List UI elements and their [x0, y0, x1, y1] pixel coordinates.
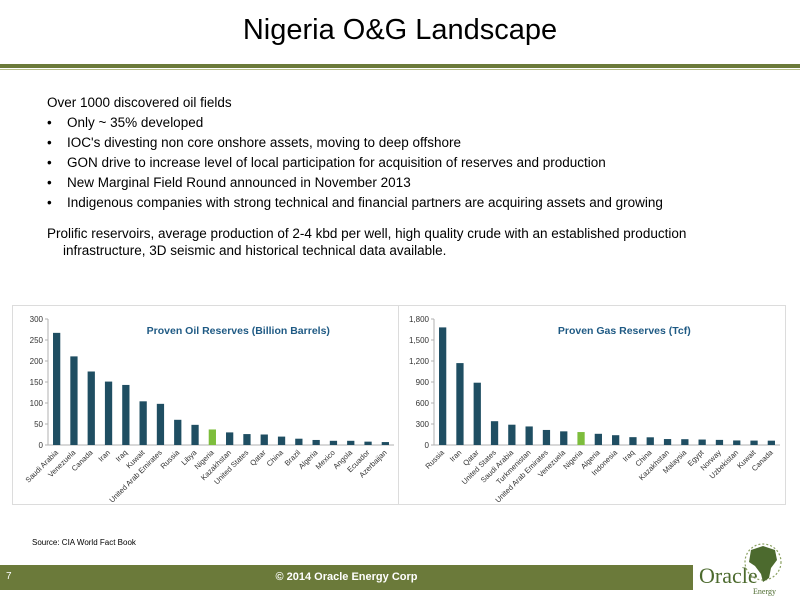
y-tick-label: 1,800	[409, 315, 430, 324]
bar-uzbekistan	[733, 440, 741, 445]
gas-reserves-chart: 0 300 600 900 1,200 1,500 1,800 Proven Gas Rese…	[398, 305, 786, 505]
bar-algeria	[312, 439, 320, 445]
bar-nigeria	[577, 432, 585, 445]
slide-body: Over 1000 discovered oil fields Only ~ 3…	[47, 93, 757, 259]
y-tick-label: 0	[425, 441, 430, 450]
y-tick-label: 250	[30, 336, 44, 345]
bar-norway	[715, 439, 724, 445]
page-number: 7	[6, 571, 12, 582]
bar-qatar	[473, 382, 481, 445]
chart-title: Proven Gas Reserves (Tcf)	[558, 325, 691, 337]
bar-turkmenistan	[525, 426, 533, 445]
summary-line-2: infrastructure, 3D seismic and historica…	[63, 243, 447, 258]
copyright-text: © 2014 Oracle Energy Corp	[275, 571, 418, 583]
y-tick-label: 50	[34, 420, 43, 429]
y-tick-label: 150	[30, 378, 44, 387]
bar-saudi-arabia	[53, 332, 61, 445]
bar-russia	[174, 419, 182, 445]
bar-malaysia	[681, 439, 689, 445]
slide-title: Nigeria O&G Landscape	[242, 14, 558, 46]
oil-reserves-chart: 0 50 100 150 200 250 300 Proven Oil Reserves (B…	[12, 305, 400, 505]
logo-word: Oracle	[699, 563, 758, 588]
y-tick-label: 100	[30, 399, 44, 408]
bar-mexico	[329, 440, 338, 445]
bar-canada	[767, 440, 775, 445]
logo-subword: Energy	[753, 587, 776, 596]
bar-united-arab-emirates	[542, 429, 551, 445]
bar-iraq	[122, 384, 130, 445]
bar-nigeria	[208, 429, 216, 445]
bar-venezuela	[560, 431, 568, 445]
y-tick-label: 600	[416, 399, 430, 408]
bar-angola	[347, 440, 355, 445]
bar-iran	[456, 363, 464, 445]
y-tick-label: 1,200	[409, 357, 430, 366]
title-divider-thin	[0, 69, 800, 70]
bar-venezuela	[70, 356, 78, 445]
bar-kuwait	[139, 401, 147, 445]
bar-ecuador	[364, 441, 372, 445]
footer-bar: 7 © 2014 Oracle Energy Corp	[0, 565, 693, 590]
bullet-item: IOC's divesting non core onshore assets,…	[47, 133, 757, 153]
bar-libya	[191, 424, 199, 445]
bar-china	[277, 436, 286, 445]
bar-brazil	[295, 438, 303, 445]
bullet-item: GON drive to increase level of local par…	[47, 153, 757, 173]
bar-saudi-arabia	[508, 424, 516, 445]
bullet-item: Only ~ 35% developed	[47, 113, 757, 133]
bar-kuwait	[750, 440, 758, 445]
bar-iraq	[629, 437, 637, 445]
bar-algeria	[594, 433, 602, 445]
y-tick-label: 300	[416, 420, 430, 429]
bar-azerbaijan	[381, 442, 389, 445]
bar-kazakhstan	[663, 439, 672, 445]
intro-line: Over 1000 discovered oil fields	[47, 95, 232, 110]
y-tick-label: 1,500	[409, 336, 430, 345]
africa-map-icon	[744, 543, 782, 582]
bar-indonesia	[612, 435, 620, 445]
bar-qatar	[260, 434, 268, 445]
bar-united-states	[490, 421, 499, 445]
oracle-energy-logo: Oracle Energy	[699, 543, 782, 596]
title-divider	[0, 64, 800, 68]
y-tick-label: 200	[30, 357, 44, 366]
source-note: Source: CIA World Fact Book	[32, 538, 136, 547]
bar-china	[646, 437, 654, 445]
bullet-item: Indigenous companies with strong technic…	[47, 193, 757, 213]
bullet-item: New Marginal Field Round announced in No…	[47, 173, 757, 193]
summary-line-1: Prolific reservoirs, average production …	[47, 226, 687, 241]
chart-title: Proven Oil Reserves (Billion Barrels)	[147, 325, 330, 337]
bullet-list: Only ~ 35% developed IOC's divesting non…	[47, 113, 757, 213]
bar-united-arab-emirates	[156, 403, 165, 445]
bar-russia	[439, 327, 447, 445]
bar-iran	[104, 381, 113, 445]
y-tick-label: 0	[39, 441, 44, 450]
bar-kazakhstan	[226, 432, 234, 445]
y-tick-label: 900	[416, 378, 430, 387]
summary-paragraph: Prolific reservoirs, average production …	[47, 225, 757, 259]
bar-egypt	[698, 439, 706, 445]
y-tick-label: 300	[30, 315, 44, 324]
bar-canada	[87, 371, 95, 445]
bar-united-states	[243, 434, 251, 445]
